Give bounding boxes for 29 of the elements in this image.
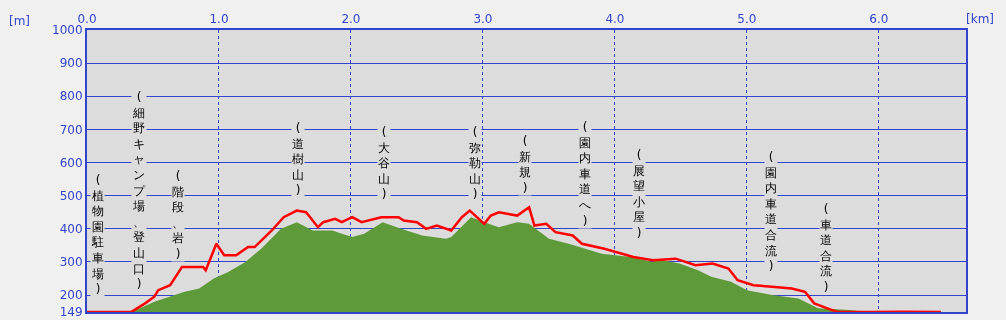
y-axis-title: [m] bbox=[9, 14, 31, 28]
annotation: (弥勒山) bbox=[469, 125, 481, 202]
annotation: (新規) bbox=[519, 134, 531, 195]
annotation: (園内車道へ) bbox=[579, 120, 591, 228]
x-tick-label: 3.0 bbox=[473, 12, 493, 27]
y-tick-label: 1000 bbox=[52, 23, 83, 38]
text: (細野キャンプ場、登山口) bbox=[133, 90, 145, 292]
y-tick-label: 149 bbox=[59, 305, 83, 320]
annotation: (階段、岩) bbox=[172, 169, 184, 261]
y-tick-label: 400 bbox=[59, 222, 83, 237]
x-tick-label: 4.0 bbox=[605, 12, 625, 27]
y-tick-label: 600 bbox=[59, 155, 83, 170]
y-tick-label: 900 bbox=[59, 56, 83, 71]
y-tick-label: 700 bbox=[59, 122, 83, 137]
annotation: (大谷山) bbox=[378, 125, 390, 202]
x-axis-title: [km] bbox=[966, 12, 995, 26]
annotation: (道樹山) bbox=[292, 121, 304, 198]
y-tick-label: 800 bbox=[59, 89, 83, 104]
annotation: (植物園駐車場) bbox=[91, 173, 104, 297]
y-tick-label: 300 bbox=[59, 255, 83, 270]
x-tick-label: 2.0 bbox=[341, 12, 361, 27]
x-tick-label: 6.0 bbox=[869, 12, 889, 27]
y-tick-label: 200 bbox=[59, 288, 83, 303]
annotation: (園内車道合流) bbox=[765, 150, 777, 274]
x-tick-label: 5.0 bbox=[737, 12, 757, 27]
annotation: (車道合流) bbox=[820, 202, 832, 294]
x-tick-label: 1.0 bbox=[209, 12, 229, 27]
y-tick-label: 500 bbox=[59, 188, 83, 203]
annotation: (展望小屋) bbox=[633, 148, 645, 240]
